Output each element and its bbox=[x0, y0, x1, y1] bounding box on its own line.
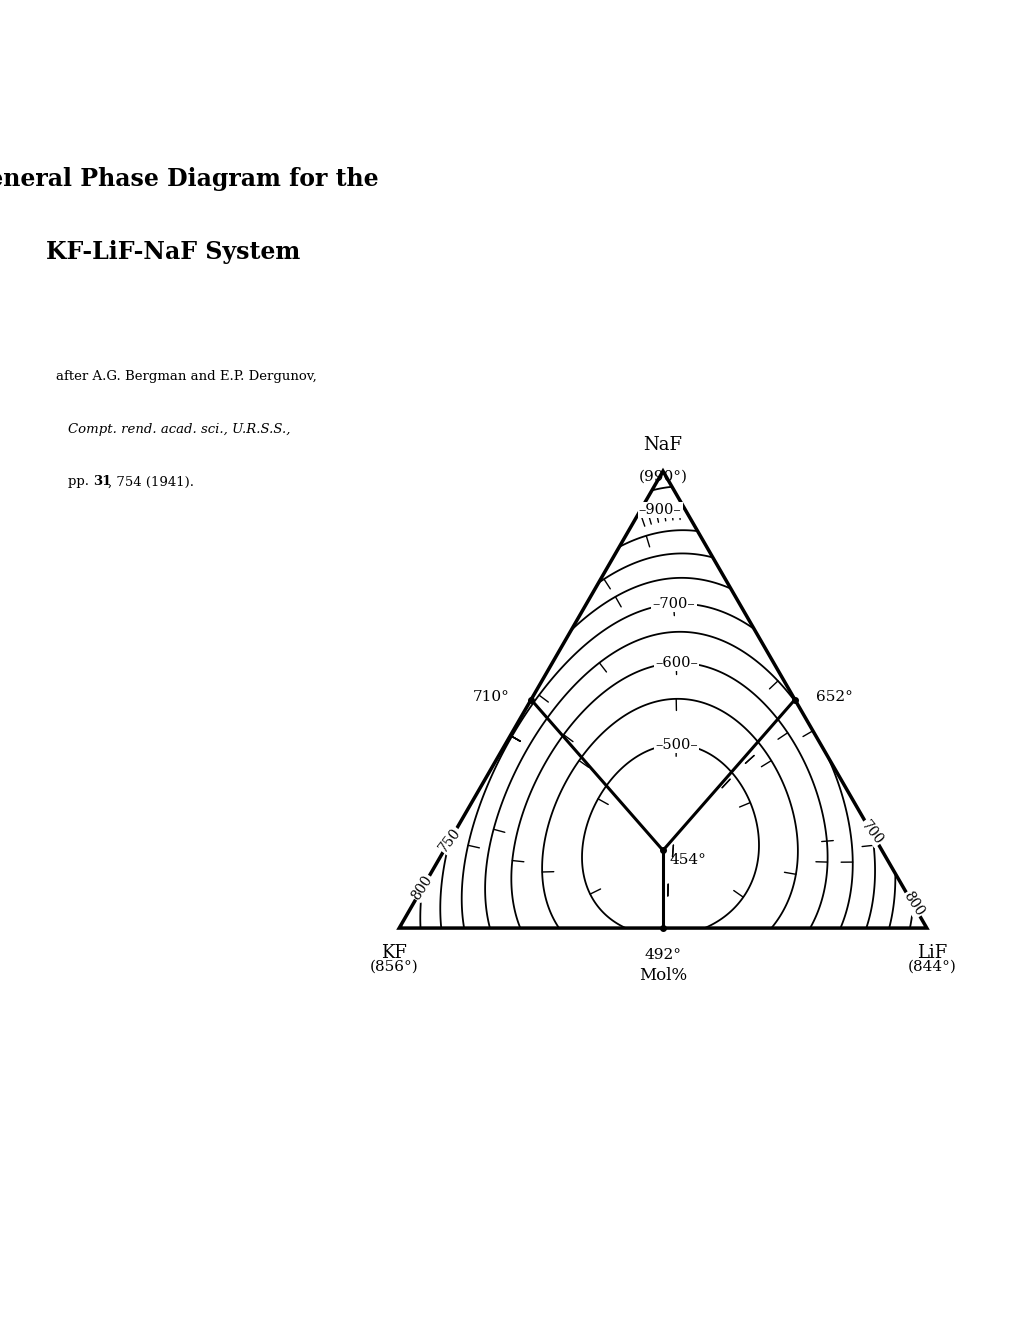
Point bbox=[390, 917, 407, 939]
Text: (990°): (990°) bbox=[638, 470, 687, 483]
Text: NaF: NaF bbox=[643, 437, 682, 454]
Text: 700: 700 bbox=[857, 818, 884, 847]
Text: Mol%: Mol% bbox=[638, 968, 687, 983]
Text: 492°: 492° bbox=[644, 948, 681, 962]
Point bbox=[390, 917, 407, 939]
Point bbox=[390, 917, 407, 939]
Text: (856°): (856°) bbox=[369, 960, 418, 974]
Text: 31: 31 bbox=[93, 475, 111, 488]
Text: KF-LiF-NaF System: KF-LiF-NaF System bbox=[46, 240, 301, 264]
Text: (844°): (844°) bbox=[907, 960, 956, 974]
Text: , 754 (1941).: , 754 (1941). bbox=[108, 475, 194, 488]
Text: KF: KF bbox=[381, 944, 407, 962]
Point bbox=[390, 917, 407, 939]
Text: 652°: 652° bbox=[815, 690, 852, 704]
Point bbox=[390, 917, 407, 939]
Point bbox=[390, 917, 407, 939]
Text: –700–: –700– bbox=[652, 597, 695, 611]
Text: LiF: LiF bbox=[916, 944, 947, 962]
Text: pp.: pp. bbox=[68, 475, 94, 488]
Point bbox=[390, 917, 407, 939]
Text: 710°: 710° bbox=[473, 690, 510, 704]
Text: 800: 800 bbox=[409, 873, 435, 903]
Text: after A.G. Bergman and E.P. Dergunov,: after A.G. Bergman and E.P. Dergunov, bbox=[56, 370, 317, 383]
Text: –600–: –600– bbox=[654, 656, 697, 669]
Text: –900–: –900– bbox=[638, 503, 681, 517]
Text: 454°: 454° bbox=[669, 853, 706, 867]
Text: Compt. rend. acad. sci., U.R.S.S.,: Compt. rend. acad. sci., U.R.S.S., bbox=[68, 422, 290, 436]
Point bbox=[390, 917, 407, 939]
Point bbox=[390, 917, 407, 939]
Text: –500–: –500– bbox=[654, 738, 697, 751]
Text: 800: 800 bbox=[900, 890, 925, 919]
Point bbox=[390, 917, 407, 939]
Text: 750: 750 bbox=[436, 825, 463, 855]
Text: General Phase Diagram for the: General Phase Diagram for the bbox=[0, 168, 378, 191]
